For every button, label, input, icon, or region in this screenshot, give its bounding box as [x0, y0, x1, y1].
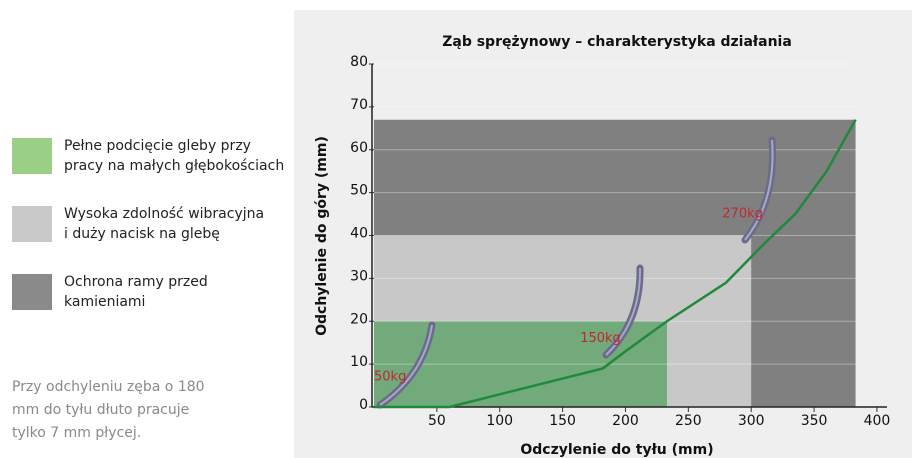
- x-tick-label: 250: [675, 413, 702, 429]
- y-tick-label: 10: [350, 354, 368, 370]
- note: Przy odchyleniu zęba o 180: [12, 379, 205, 395]
- legend-swatch: [12, 274, 52, 310]
- legend-label: pracy na małych głębokościach: [64, 158, 284, 174]
- y-tick-label: 80: [350, 54, 368, 70]
- x-tick-label: 200: [612, 413, 639, 429]
- chart-title: Ząb sprężynowy – charakterystyka działan…: [442, 34, 792, 50]
- y-tick-label: 20: [350, 311, 368, 327]
- legend-label: kamieniami: [64, 294, 145, 310]
- y-tick-label: 0: [359, 397, 368, 413]
- page: Ząb sprężynowy – charakterystyka działan…: [0, 0, 912, 458]
- y-tick-label: 40: [350, 226, 368, 242]
- y-tick-label: 30: [350, 268, 368, 284]
- y-tick-label: 70: [350, 97, 368, 113]
- legend-swatch: [12, 206, 52, 242]
- legend-swatch: [12, 138, 52, 174]
- note: mm do tyłu dłuto pracuje: [12, 402, 189, 418]
- annotation: 270kg: [722, 207, 763, 222]
- x-axis-label: Odczylenie do tyłu (mm): [520, 442, 713, 458]
- annotation: 150kg: [580, 331, 621, 346]
- x-tick-label: 300: [738, 413, 765, 429]
- legend-label: Ochrona ramy przed: [64, 274, 208, 290]
- x-tick-label: 400: [864, 413, 891, 429]
- y-tick-label: 60: [350, 140, 368, 156]
- annotation: 50kg: [374, 369, 406, 384]
- legend-label: i duży nacisk na glebę: [64, 226, 220, 242]
- note: tylko 7 mm płycej.: [12, 425, 141, 441]
- legend-label: Wysoka zdolność wibracyjna: [64, 206, 264, 222]
- legend-label: Pełne podcięcie gleby przy: [64, 138, 251, 154]
- x-tick-label: 100: [486, 413, 513, 429]
- x-tick-label: 150: [549, 413, 576, 429]
- x-tick-label: 350: [801, 413, 828, 429]
- y-tick-label: 50: [350, 183, 368, 199]
- x-tick-label: 50: [428, 413, 446, 429]
- y-axis-label: Odchylenie do góry (mm): [314, 136, 330, 336]
